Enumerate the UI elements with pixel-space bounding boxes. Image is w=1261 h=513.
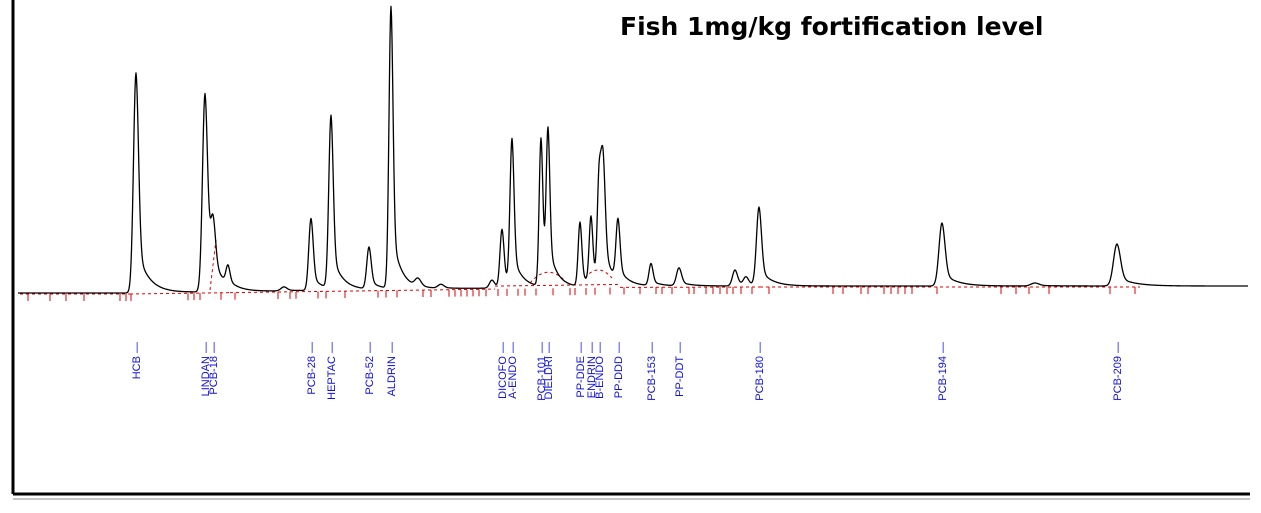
baseline-segment — [494, 283, 621, 287]
peak-label: HEPTAC — — [326, 342, 338, 400]
peak-label: A-ENDO — — [507, 342, 519, 399]
peak-label: ALDRIN — — [386, 342, 398, 396]
baseline-segment — [229, 290, 381, 294]
peak-label: DICOFO — — [497, 342, 509, 399]
chromatogram-trace — [17, 5, 1249, 294]
peak-label: B-ENDO — — [594, 342, 606, 399]
peak-label: PCB-28 — — [306, 342, 318, 395]
peak-label: PCB-209 — — [1112, 342, 1124, 401]
peak-label-group: HCB — LINDAN —PCB-18 — PCB-28 — HEPTAC — PCB… — [131, 342, 1124, 401]
baseline-segment — [379, 288, 496, 292]
baseline-shoulder — [209, 239, 217, 291]
peak-label: PCB-180 — — [754, 342, 766, 401]
peak-label: PP-DDT — — [674, 342, 686, 397]
peak-label: ENDRIN — — [586, 342, 598, 398]
peak-label: PCB-101 — — [536, 342, 548, 401]
baseline-segment — [129, 292, 231, 295]
peak-label: PP-DDE — — [575, 342, 587, 398]
peak-label: PCB-52 — — [364, 342, 376, 395]
peak-label: DIELDRI — — [543, 342, 555, 399]
peak-label: PP-DDD — — [613, 342, 625, 398]
chart-title: Fish 1mg/kg fortification level — [620, 12, 1044, 41]
baseline-hump — [529, 269, 613, 284]
integration-tick-group — [27, 287, 1136, 301]
peak-label: LINDAN — — [200, 342, 212, 396]
peak-label: HCB — — [131, 342, 143, 379]
integration-baseline-group — [20, 239, 1140, 295]
peak-label: PCB-18 — — [208, 342, 220, 395]
peak-label: PCB-194 — — [937, 342, 949, 401]
peak-label: PCB-153 — — [646, 342, 658, 401]
